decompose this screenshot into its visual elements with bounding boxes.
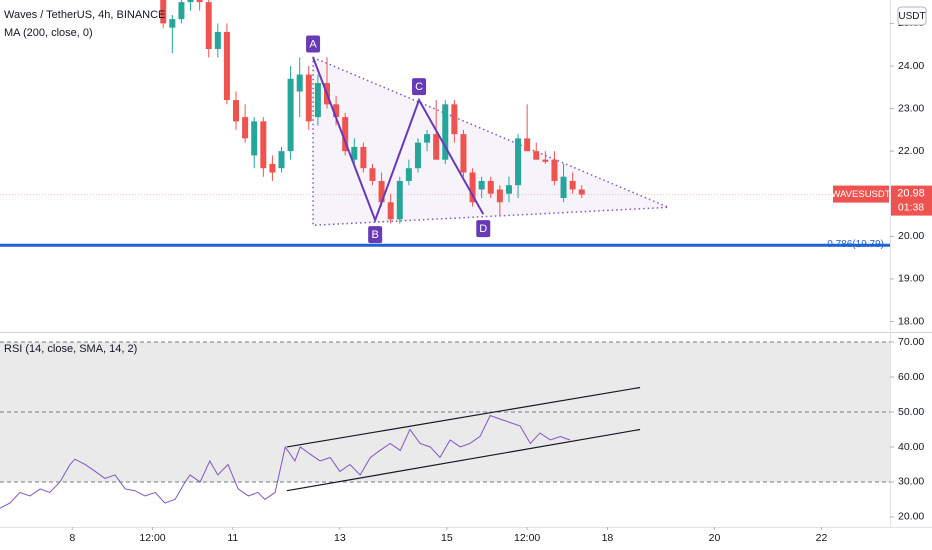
candle-body [560, 176, 567, 198]
x-tick-label: 11 [227, 532, 238, 544]
candle-body [496, 189, 503, 203]
candle-body [251, 121, 258, 156]
candle-body [451, 104, 458, 135]
x-tick-label: 15 [441, 532, 453, 544]
pattern-badge [306, 35, 321, 53]
candle-body [551, 159, 558, 181]
candle-body [287, 78, 294, 152]
candle-body [333, 104, 340, 118]
candle-body [405, 168, 412, 181]
abcd-pattern [312, 57, 485, 223]
pattern-badge [412, 78, 427, 96]
candle-body [396, 180, 403, 220]
candle-body [433, 134, 440, 160]
candle-body [442, 104, 449, 160]
indicator-label: MA (200, close, 0) [4, 27, 93, 39]
x-tick-label: 20 [709, 532, 721, 544]
candle-body [369, 168, 376, 181]
y-tick-label: 60.00 [898, 371, 924, 383]
candle-body [269, 163, 276, 173]
candle-body [305, 74, 312, 122]
channel-line [286, 428, 641, 492]
candle-body [578, 189, 585, 195]
price-badge-countdown: 01:38 [898, 201, 924, 213]
pattern-badge [368, 226, 383, 244]
pattern-badge [476, 220, 491, 238]
candle-body [469, 172, 476, 203]
x-tick-label: 13 [334, 532, 346, 544]
candle-body [242, 117, 249, 139]
currency-label[interactable]: USDT [898, 11, 925, 22]
symbol-badge [833, 185, 889, 203]
candle-body [178, 2, 185, 20]
pattern-label: B [371, 229, 378, 241]
y-tick-label: 30.00 [898, 476, 924, 488]
x-tick-label: 12:00 [514, 532, 540, 544]
price-badge [891, 185, 932, 216]
candle-body [360, 146, 367, 169]
pattern-label: A [309, 38, 317, 50]
y-tick-label: 18.00 [898, 315, 924, 327]
x-tick-label: 8 [69, 532, 75, 544]
overlay: Waves / TetherUS, 4h, BINANCE MA (200, c… [4, 6, 932, 355]
candle-body [260, 121, 267, 169]
candle-body [414, 142, 421, 169]
candle-body [569, 180, 576, 190]
price-badge-value: 20.98 [897, 187, 925, 199]
candle-body [342, 117, 349, 152]
candle-body [424, 134, 431, 143]
candle-body [205, 2, 212, 49]
rsi-pane [0, 341, 890, 509]
candle-body [223, 31, 230, 101]
candle-body [487, 180, 494, 194]
candle-body [169, 19, 176, 28]
candle-body [542, 159, 549, 162]
candle-body [278, 151, 285, 169]
y-tick-label: 20.00 [898, 230, 924, 242]
candle-body [296, 74, 303, 92]
candle-body [524, 138, 531, 152]
candle-body [533, 151, 540, 160]
channel-line [286, 386, 641, 448]
symbol-title: Waves / TetherUS, 4h, BINANCE [4, 9, 165, 21]
y-tick-label: 22.00 [898, 145, 924, 157]
y-tick-label: 20.00 [898, 511, 924, 523]
x-tick-label: 18 [602, 532, 614, 544]
y-tick-label: 70.00 [898, 336, 924, 348]
x-tick-label: 22 [816, 532, 828, 544]
candle-body [187, 0, 194, 3]
candle-body [460, 134, 467, 173]
candle-body [515, 138, 522, 186]
symbol-badge-label: WAVESUSDT [831, 189, 890, 200]
candle-body [214, 31, 221, 49]
candle-body [160, 0, 167, 24]
candle-body [314, 83, 321, 118]
candle-body [196, 0, 203, 3]
pattern-label: C [415, 81, 423, 93]
x-tick-label: 12:00 [139, 532, 165, 544]
rsi-line [0, 414, 571, 509]
candle-body [378, 180, 385, 203]
candle-body [387, 202, 394, 220]
y-tick-label: 19.00 [898, 273, 924, 285]
candle-body [505, 185, 512, 194]
axes: 812:0011131512:0018202218.0019.0020.0021… [69, 17, 924, 544]
currency-box[interactable] [897, 6, 927, 26]
candle-body [351, 146, 358, 160]
y-tick-label: 50.00 [898, 406, 924, 418]
pattern-label: D [479, 223, 487, 235]
y-tick-label: 40.00 [898, 441, 924, 453]
candle-body [478, 180, 485, 190]
price-pane: 0.786(19.79) A B C D [0, 0, 890, 250]
y-tick-label: 24.00 [898, 60, 924, 72]
candle-body [233, 100, 240, 122]
rsi-title: RSI (14, close, SMA, 14, 2) [4, 343, 137, 355]
fib-level-label: 0.786(19.79) [827, 239, 884, 250]
y-tick-label: 23.00 [898, 102, 924, 114]
